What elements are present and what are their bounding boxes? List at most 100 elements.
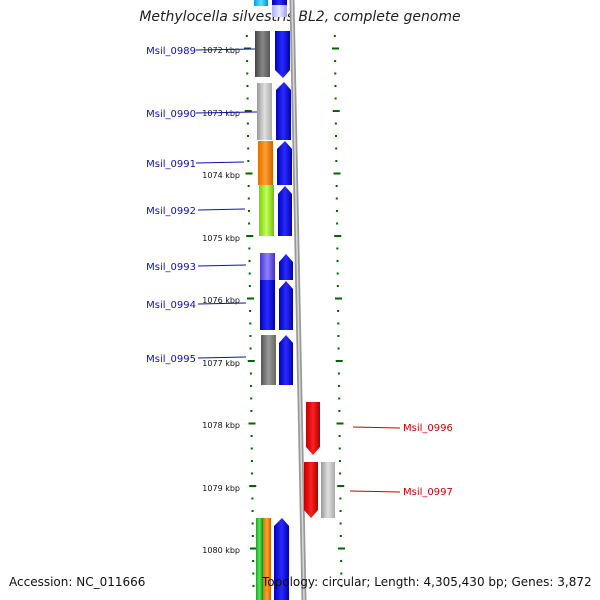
gene-label[interactable]: Msil_0993 (146, 262, 196, 273)
kbp-label: 1072 kbp (202, 46, 240, 55)
scale-tick (339, 522, 342, 525)
gene-leader-line (197, 302, 247, 305)
scale-tick (249, 347, 252, 350)
kbp-label: 1079 kbp (202, 484, 240, 493)
scale-tick (246, 85, 249, 87)
scale-ring-outer (331, 35, 345, 587)
scale-tick (250, 435, 253, 437)
cog-box-0993 (260, 253, 275, 280)
gene-label[interactable]: Msil_0990 (146, 109, 196, 120)
cog-box-0990 (257, 83, 272, 140)
scale-tick (247, 210, 250, 212)
scale-tick (247, 160, 250, 162)
scale-tick (251, 510, 254, 512)
scale-tick (337, 547, 345, 550)
gene-label[interactable]: Msil_0997 (403, 487, 453, 498)
scale-tick (335, 197, 338, 200)
scale-tick (249, 310, 252, 312)
cds-0988-lav (272, 5, 287, 17)
scale-tick (247, 360, 255, 362)
scale-tick (337, 347, 340, 350)
kbp-label: 1073 kbp (202, 109, 240, 118)
scale-tick (246, 122, 249, 125)
topology-text: Topology: circular; Length: 4,305,430 bp… (262, 575, 592, 589)
scale-tick (339, 510, 342, 512)
scale-tick (248, 285, 251, 287)
scale-tick (251, 472, 254, 475)
scale-tick (333, 35, 336, 37)
scale-tick (249, 372, 252, 375)
kbp-scale: 1072 kbp 1073 kbp 1074 kbp 1075 kbp 1076 kbp… (202, 46, 240, 555)
scale-tick (335, 160, 338, 162)
scale-tick (252, 560, 255, 562)
scale-tick (338, 435, 341, 437)
cog-box-0991 (258, 141, 273, 185)
scale-tick (336, 285, 339, 287)
cds-arrow-0998 (274, 518, 289, 600)
scale-tick (340, 585, 343, 587)
scale-tick (334, 72, 337, 75)
scale-tick (337, 310, 340, 312)
scale-tick (245, 35, 248, 37)
scale-tick (247, 135, 250, 137)
kbp-label: 1075 kbp (202, 234, 240, 243)
scale-tick (340, 572, 343, 575)
scale-tick (243, 47, 251, 50)
scale-tick (336, 260, 339, 262)
scale-tick (336, 222, 339, 225)
scale-tick (250, 447, 253, 450)
cog-box-0989 (255, 31, 270, 77)
cds-arrow-0990 (276, 82, 291, 140)
scale-tick (250, 385, 253, 387)
gene-label[interactable]: Msil_0992 (146, 206, 196, 217)
scale-tick (248, 422, 256, 425)
scale-tick (337, 335, 340, 337)
gene-leader-line (352, 426, 401, 429)
scale-tick (337, 372, 340, 375)
scale-tick (246, 97, 249, 100)
scale-tick (331, 47, 339, 50)
gene-label[interactable]: Msil_0995 (146, 354, 196, 365)
cds-arrow-0991 (277, 141, 292, 185)
cog-box-0988 (254, 0, 268, 6)
scale-tick (247, 147, 250, 150)
cds-arrow-0992 (278, 186, 292, 236)
scale-tick (244, 110, 252, 112)
gene-label[interactable]: Msil_0994 (146, 300, 196, 311)
scale-tick (335, 147, 338, 150)
cds-arrow-0994 (279, 281, 293, 330)
kbp-label: 1074 kbp (202, 171, 240, 180)
cog-box-0992 (259, 185, 274, 236)
scale-tick (338, 410, 341, 412)
scale-tick (336, 247, 339, 250)
scale-tick (249, 485, 257, 487)
gene-labels: Msil_0989 Msil_0990 Msil_0991 Msil_0992 Msil… (146, 46, 453, 498)
scale-tick (251, 535, 254, 537)
gene-leader-line (349, 490, 401, 493)
scale-tick (337, 322, 340, 325)
scale-tick (340, 560, 343, 562)
kbp-label: 1076 kbp (202, 296, 240, 305)
scale-tick (339, 472, 342, 475)
scale-tick (248, 260, 251, 262)
scale-tick (246, 297, 254, 300)
gene-label[interactable]: Msil_0991 (146, 159, 196, 170)
gene-leader-line (197, 264, 247, 267)
gene-label[interactable]: Msil_0989 (146, 46, 196, 57)
gene-leader-line (197, 356, 247, 359)
kbp-label: 1078 kbp (202, 421, 240, 430)
scale-tick (336, 422, 344, 425)
kbp-label: 1080 kbp (202, 546, 240, 555)
scale-tick (251, 522, 254, 525)
scale-tick (338, 447, 341, 450)
kbp-label: 1077 kbp (202, 359, 240, 368)
scale-tick (334, 97, 337, 100)
scale-tick (334, 297, 342, 300)
scale-tick (338, 385, 341, 387)
scale-tick (335, 135, 338, 137)
gene-label[interactable]: Msil_0996 (403, 423, 453, 434)
scale-tick (334, 85, 337, 87)
scale-tick (246, 72, 249, 75)
scale-tick (338, 460, 341, 462)
